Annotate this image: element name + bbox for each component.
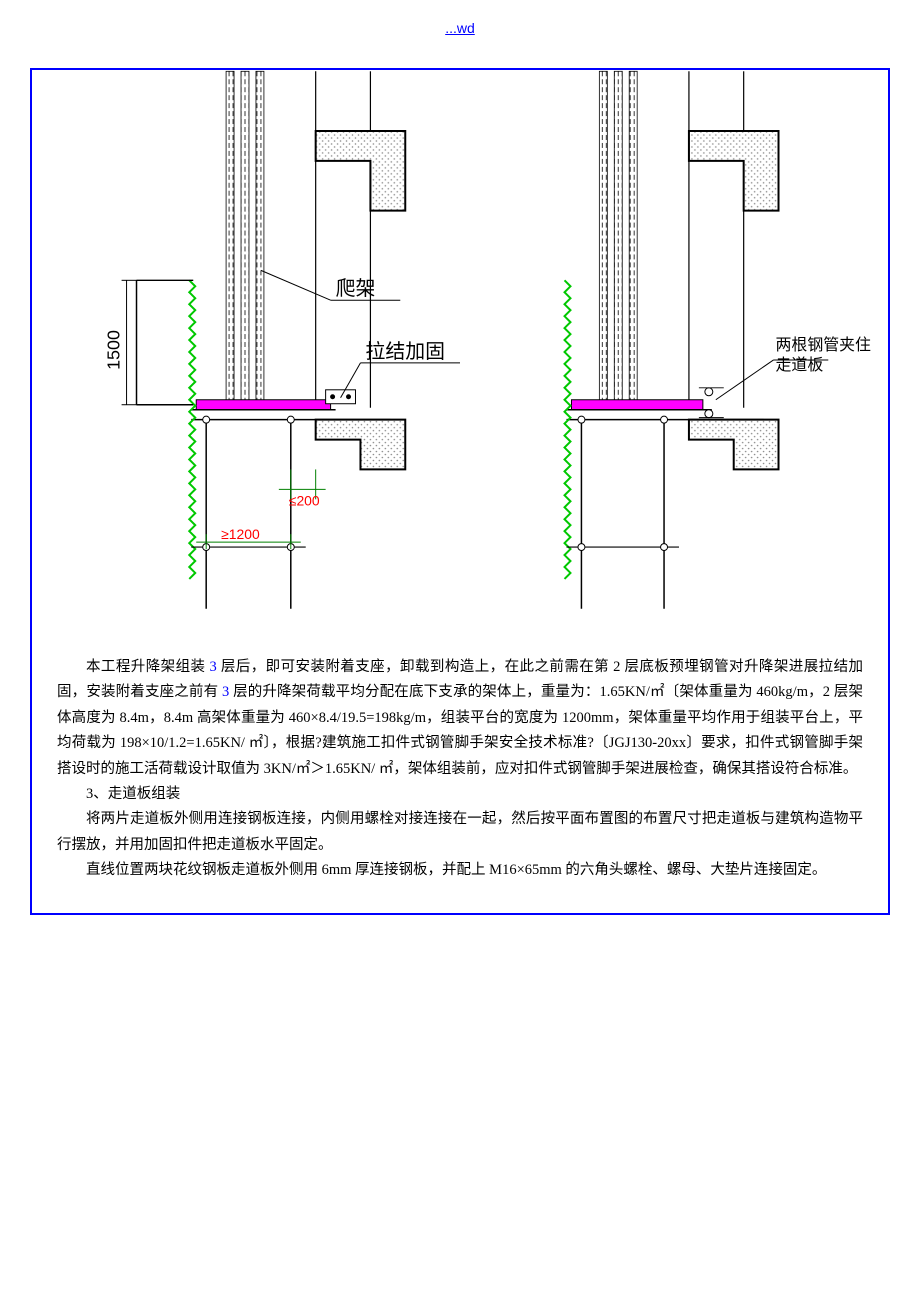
technical-diagram: 1500 ≤200 ≥1200 [32,70,888,625]
paragraph-4: 直线位置两块花纹钢板走道板外侧用 6mm 厚连接钢板，并配上 M16×65mm … [57,858,863,883]
svg-text:爬架: 爬架 [336,277,376,300]
page-frame: 1500 ≤200 ≥1200 [30,68,890,915]
section-title: 3、走道板组装 [57,782,863,807]
dim-1500: 1500 [104,280,137,404]
svg-text:两根钢管夹住: 两根钢管夹住 [776,336,872,354]
green-mesh-left [189,280,195,579]
svg-text:≤200: ≤200 [289,492,320,508]
label-paj: 爬架 [261,270,400,300]
diagram-svg: 1500 ≤200 ≥1200 [32,70,888,625]
svg-text:拉结加固: 拉结加固 [365,340,445,363]
label-ljjg: 拉结加固 [341,340,460,398]
paragraph-3: 将两片走道板外侧用连接钢板连接，内侧用螺栓对接连接在一起，然后按平面布置图的布置… [57,807,863,858]
left-drawing: 1500 ≤200 ≥1200 [104,71,460,608]
svg-text:1500: 1500 [104,330,124,370]
paragraph-1: 本工程升降架组装 3 层后，即可安装附着支座，卸载到构造上，在此之前需在第 2 … [57,655,863,782]
right-drawing: 两根钢管夹住 走道板 [565,71,872,608]
wd-link[interactable]: ...wd [445,20,475,36]
dim-200: ≤200 [279,469,326,508]
concrete-beam-lower [316,420,406,470]
svg-text:≥1200: ≥1200 [221,526,260,542]
walkway-board [196,400,330,410]
climbing-frame-posts [226,71,264,407]
dim-1200: ≥1200 [196,526,301,549]
concrete-beam-top [316,131,406,211]
header-link: ...wd [0,20,920,38]
body-text: 本工程升降架组装 3 层后，即可安装附着支座，卸载到构造上，在此之前需在第 2 … [32,625,888,913]
svg-text:走道板: 走道板 [776,356,824,374]
